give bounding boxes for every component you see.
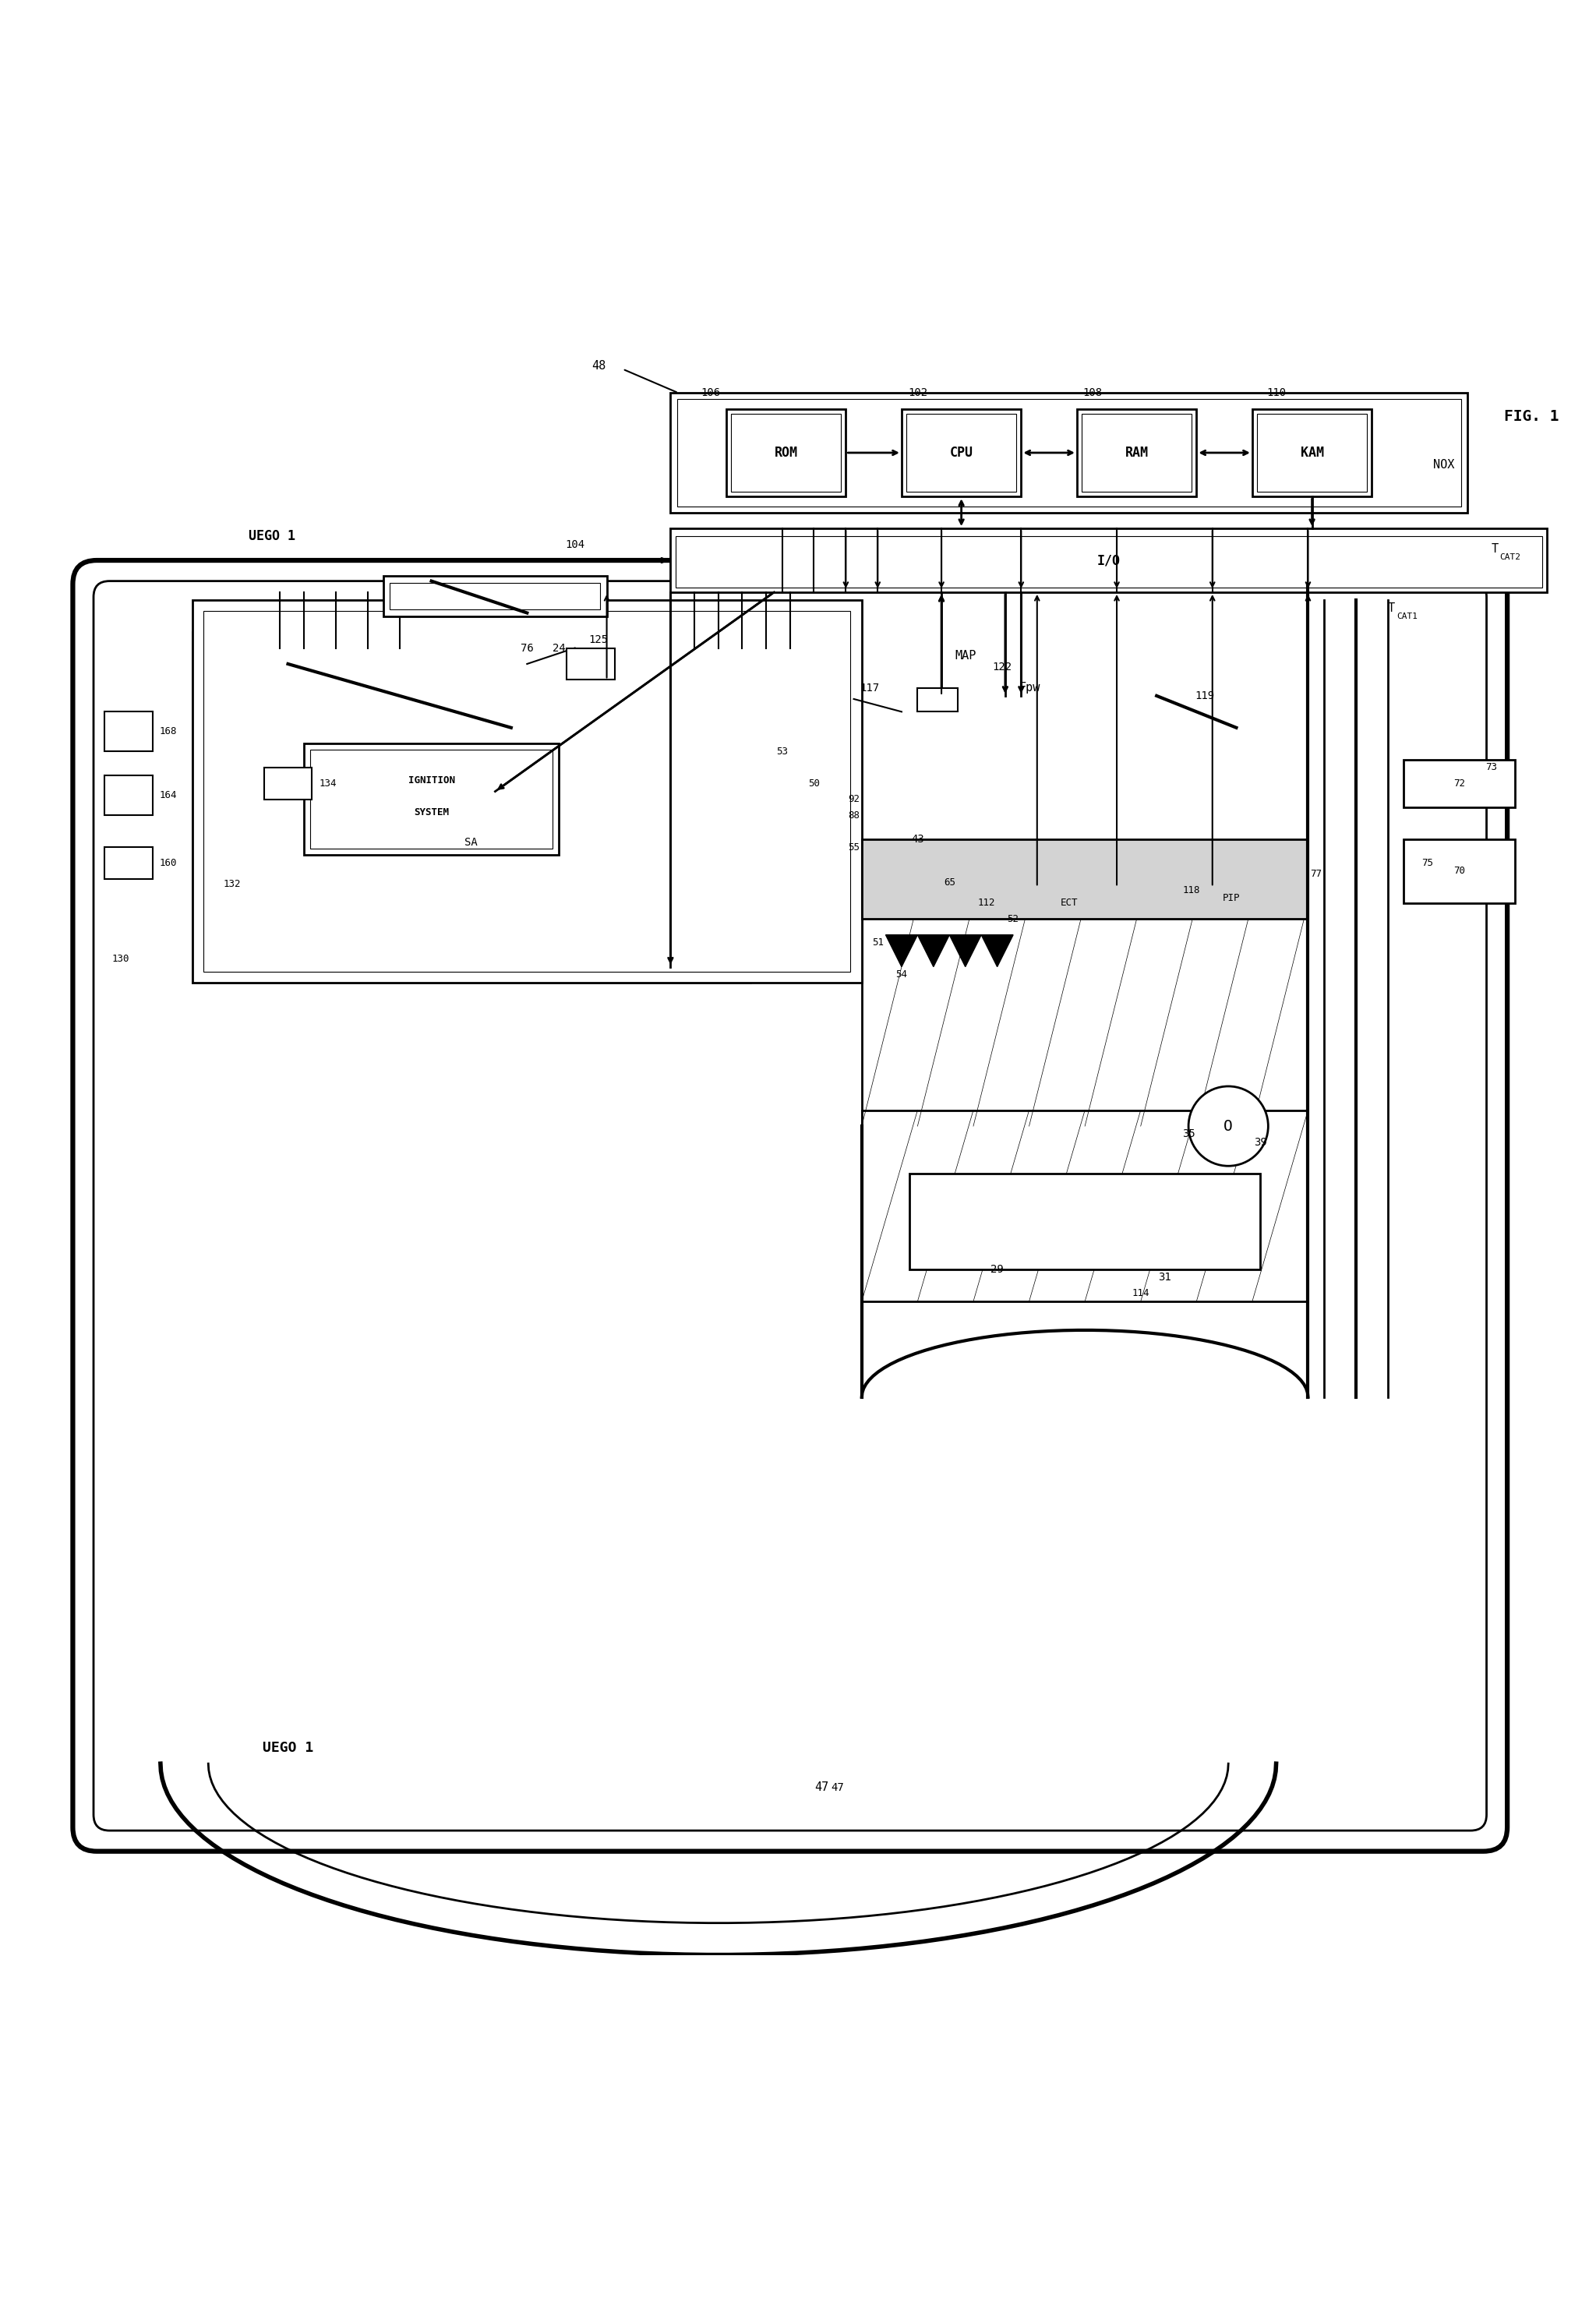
Text: 29: 29	[991, 1265, 1004, 1276]
Text: 92: 92	[847, 794, 860, 804]
Text: 31: 31	[1159, 1271, 1171, 1283]
Text: FIG. 1: FIG. 1	[1503, 410, 1559, 424]
Text: 164: 164	[160, 790, 177, 801]
Text: 122: 122	[993, 662, 1012, 672]
Text: PIP: PIP	[1223, 894, 1240, 903]
Text: 132: 132	[223, 878, 241, 889]
FancyBboxPatch shape	[910, 1174, 1261, 1269]
FancyBboxPatch shape	[105, 776, 153, 815]
Text: 48: 48	[592, 359, 606, 373]
FancyBboxPatch shape	[193, 648, 750, 776]
Text: T: T	[1387, 602, 1395, 614]
FancyBboxPatch shape	[105, 711, 153, 753]
FancyBboxPatch shape	[1403, 760, 1515, 808]
Text: O: O	[1224, 1119, 1234, 1133]
Text: 119: 119	[1195, 690, 1215, 702]
Text: 51: 51	[871, 938, 884, 947]
FancyBboxPatch shape	[862, 1109, 1309, 1302]
Text: RAM: RAM	[1125, 445, 1149, 461]
FancyBboxPatch shape	[918, 688, 958, 711]
FancyBboxPatch shape	[193, 632, 750, 982]
Text: 43: 43	[911, 834, 924, 845]
FancyBboxPatch shape	[862, 903, 1309, 1126]
Text: 102: 102	[908, 387, 927, 398]
Text: 70: 70	[1454, 866, 1465, 875]
FancyBboxPatch shape	[670, 528, 1547, 593]
FancyBboxPatch shape	[862, 838, 1309, 919]
FancyBboxPatch shape	[105, 848, 153, 880]
FancyBboxPatch shape	[263, 767, 311, 799]
Text: 73: 73	[1486, 762, 1497, 774]
Text: I/O: I/O	[1096, 554, 1120, 567]
Text: SA: SA	[464, 836, 477, 848]
Text: 77: 77	[1310, 868, 1321, 880]
FancyBboxPatch shape	[567, 648, 614, 681]
FancyBboxPatch shape	[73, 560, 1507, 1850]
Text: 24: 24	[552, 642, 565, 653]
FancyBboxPatch shape	[383, 577, 606, 616]
Polygon shape	[950, 936, 982, 966]
Text: 106: 106	[701, 387, 720, 398]
Text: 50: 50	[808, 778, 820, 787]
Polygon shape	[982, 936, 1013, 966]
Text: 35: 35	[1183, 1128, 1195, 1139]
Text: ROM: ROM	[774, 445, 798, 461]
Text: 110: 110	[1266, 387, 1286, 398]
Text: 54: 54	[895, 970, 908, 980]
Text: 117: 117	[860, 683, 879, 692]
Text: 108: 108	[1084, 387, 1103, 398]
Text: SYSTEM: SYSTEM	[413, 806, 448, 818]
Text: 88: 88	[847, 811, 860, 820]
Text: T: T	[1491, 544, 1499, 556]
Text: 104: 104	[565, 540, 584, 549]
FancyBboxPatch shape	[726, 410, 846, 496]
Text: 39: 39	[1254, 1137, 1267, 1146]
Text: NOX: NOX	[1433, 459, 1454, 470]
Text: 55: 55	[847, 843, 860, 852]
Text: 112: 112	[977, 899, 994, 908]
FancyBboxPatch shape	[1253, 410, 1373, 496]
Text: 114: 114	[1132, 1288, 1149, 1299]
FancyBboxPatch shape	[1403, 838, 1515, 903]
Text: CAT1: CAT1	[1396, 611, 1417, 621]
Text: ECT: ECT	[1060, 899, 1077, 908]
Circle shape	[1189, 1086, 1269, 1165]
Text: 134: 134	[319, 778, 337, 787]
FancyBboxPatch shape	[670, 394, 1467, 512]
Text: 72: 72	[1454, 778, 1465, 787]
Text: 168: 168	[160, 727, 177, 736]
Text: Fpw: Fpw	[1018, 681, 1039, 695]
Text: 52: 52	[1007, 915, 1018, 924]
Text: 47: 47	[832, 1781, 844, 1793]
FancyBboxPatch shape	[1077, 410, 1197, 496]
Text: CPU: CPU	[950, 445, 974, 461]
Text: 130: 130	[112, 954, 129, 963]
Text: 118: 118	[1183, 885, 1200, 896]
Text: 47: 47	[816, 1781, 828, 1793]
Text: 125: 125	[589, 635, 608, 646]
Text: CAT2: CAT2	[1500, 554, 1521, 560]
Text: UEGO 1: UEGO 1	[249, 530, 295, 544]
FancyBboxPatch shape	[193, 600, 862, 982]
Polygon shape	[918, 936, 950, 966]
Text: 160: 160	[160, 859, 177, 868]
Polygon shape	[886, 936, 918, 966]
FancyBboxPatch shape	[303, 743, 559, 855]
FancyBboxPatch shape	[902, 410, 1021, 496]
Text: 75: 75	[1422, 859, 1433, 868]
Text: 53: 53	[776, 746, 788, 757]
Text: 76: 76	[520, 642, 533, 653]
Text: MAP: MAP	[954, 651, 977, 662]
Text: IGNITION: IGNITION	[409, 776, 455, 785]
Text: UEGO 1: UEGO 1	[263, 1742, 313, 1756]
Text: 65: 65	[943, 878, 956, 887]
Text: KAM: KAM	[1301, 445, 1323, 461]
